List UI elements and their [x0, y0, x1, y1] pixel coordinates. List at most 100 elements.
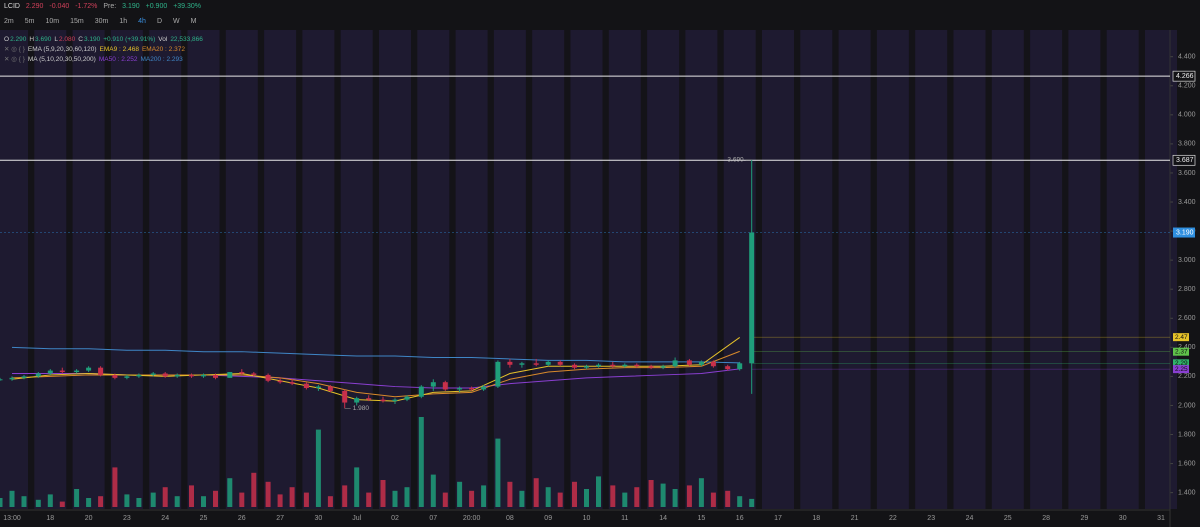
candle-body	[392, 399, 398, 402]
legend: O2.290 H3.690 L2.080 C3.190 +0.910 (+39.91%)…	[4, 35, 206, 65]
level-label-box	[1172, 154, 1196, 166]
x-tick-label: 30	[1119, 515, 1127, 522]
indicator-value: MA200 : 2.293	[140, 56, 183, 63]
candle-body	[469, 388, 475, 390]
x-tick-label: 10	[583, 515, 591, 522]
volume-bar	[112, 467, 118, 507]
x-tick-label: 27	[276, 515, 284, 522]
indicator-line	[11, 337, 740, 402]
indicator-value: EMA9 : 2.468	[99, 46, 139, 53]
candle-body	[710, 361, 716, 367]
candle-body	[189, 374, 194, 377]
ohlc-value: 2.080	[58, 36, 76, 43]
volume-bar	[74, 489, 80, 507]
session-band	[34, 30, 67, 509]
y-tick-label: 2.400	[1178, 344, 1196, 351]
y-tick-label: 3.400	[1178, 199, 1196, 206]
volume-bar	[189, 485, 194, 507]
ma-label: 2.29	[1175, 360, 1188, 367]
candle-body	[136, 374, 142, 377]
x-tick-label: 21	[851, 515, 859, 522]
x-tick-label: 13:00	[3, 515, 21, 522]
session-band	[1106, 30, 1139, 509]
candle-body	[495, 361, 501, 387]
volume-bar	[418, 417, 424, 507]
candle-body	[174, 374, 180, 377]
interval-button[interactable]: 5m	[24, 18, 35, 25]
volume-bar	[519, 490, 525, 507]
volume-bar	[495, 438, 501, 507]
ohlc-change: +0.910 (+39.91%)	[103, 36, 156, 43]
session-band	[570, 30, 603, 509]
candle-body	[622, 364, 628, 367]
x-tick-label: 24	[966, 515, 974, 522]
ma-label: 2.37	[1175, 348, 1188, 355]
volume-bar	[327, 496, 333, 507]
volume-bar	[35, 499, 41, 507]
session-band	[455, 30, 488, 509]
x-tick-label: 18	[812, 515, 820, 522]
candle-body	[162, 373, 168, 377]
interval-button[interactable]: D	[156, 18, 162, 25]
candle-body	[557, 361, 563, 365]
x-tick-label: 02	[391, 515, 399, 522]
x-tick-label: 24	[161, 515, 169, 522]
volume-bar	[21, 496, 27, 507]
volume-bar	[584, 489, 589, 507]
change-pct: -1.72%	[75, 3, 98, 10]
candle-body	[366, 398, 372, 400]
candle-body	[47, 370, 53, 374]
x-tick-label: 11	[621, 515, 628, 522]
indicator-name: EMA (5,9,20,30,60,120)	[27, 46, 97, 53]
current-price-box	[1173, 227, 1195, 238]
ma-label-box	[1173, 347, 1189, 356]
toolbar: LCID 2.290 -0.040 -1.72% Pre: 3.190 +0.9…	[0, 0, 1200, 30]
interval-button[interactable]: 1h	[119, 18, 128, 25]
interval-button[interactable]: 2m	[4, 18, 14, 25]
ohlc-value: 3.690	[35, 36, 52, 43]
interval-button[interactable]: 15m	[70, 18, 84, 25]
candle-body	[289, 382, 295, 384]
x-tick-label: 25	[200, 515, 208, 522]
x-tick-label: 09	[544, 515, 552, 522]
x-tick-label: 28	[1042, 515, 1050, 522]
volume-bar	[342, 485, 348, 507]
session-band	[149, 30, 182, 509]
x-tick-label: 31	[1157, 515, 1165, 522]
candle-body	[749, 232, 755, 364]
y-tick-label: 2.800	[1178, 286, 1196, 293]
indicator-legend: ✕ ◎ { } MA (5,10,20,30,50,200) MA50 : 2.25…	[4, 55, 206, 65]
volume-bar	[749, 498, 755, 507]
candle-body	[9, 377, 15, 380]
interval-button[interactable]: W	[173, 18, 180, 25]
indicator-controls: ✕ ◎ { }	[4, 46, 25, 53]
volume-bar	[265, 481, 271, 507]
candle-body	[418, 386, 424, 397]
ohlc-key: L	[54, 36, 58, 43]
pre-label: Pre:	[103, 3, 117, 10]
x-tick-label: 17	[774, 515, 782, 522]
symbol[interactable]: LCID	[4, 3, 20, 10]
volume-bar	[150, 492, 156, 507]
session-band	[647, 30, 680, 509]
volume-bar	[545, 487, 551, 507]
candle-body	[686, 360, 692, 365]
volume-bar	[457, 481, 463, 507]
interval-button[interactable]: 30m	[94, 18, 109, 25]
candle-body	[251, 373, 257, 375]
candle-body	[430, 382, 436, 387]
candle-body	[380, 399, 386, 402]
x-tick-label: 08	[506, 515, 514, 522]
interval-button[interactable]: 4h	[138, 18, 146, 25]
x-tick-label: 25	[1004, 515, 1012, 522]
interval-button[interactable]: 10m	[45, 18, 60, 25]
pre-price: 3.190	[122, 3, 140, 10]
interval-button[interactable]: M	[190, 18, 197, 25]
ma-label: 2.47	[1175, 334, 1188, 341]
volume-bar	[0, 498, 3, 507]
volume-bar	[634, 487, 640, 507]
y-tick-label: 4.400	[1178, 54, 1196, 61]
volume-bar	[59, 501, 65, 507]
x-tick-label: 18	[46, 515, 54, 522]
session-band	[264, 30, 297, 509]
